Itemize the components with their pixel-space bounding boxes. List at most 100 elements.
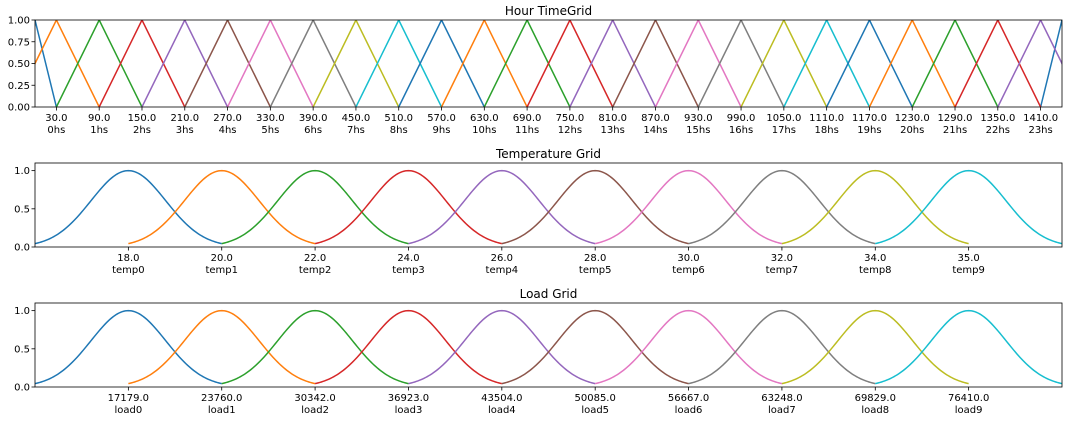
x-tick-label: 810.0 (598, 113, 627, 124)
curve (501, 309, 689, 385)
x-tick-label: 1410.0 (1023, 113, 1058, 124)
y-tick-label: 1.00 (8, 16, 30, 27)
line (997, 20, 1062, 107)
axes-frame (34, 162, 1063, 248)
x-tick-label: 390.0 (299, 113, 328, 124)
line (269, 20, 357, 107)
x-tick-sublabel: temp0 (112, 265, 145, 276)
x-tick-label: 34.0 (864, 253, 886, 264)
line (783, 20, 871, 107)
x-tick-label: 90.0 (88, 113, 110, 124)
x-tick-label: 270.0 (213, 113, 242, 124)
x-tick-sublabel: 21hs (943, 125, 967, 136)
y-tick-label: 1.0 (14, 166, 30, 177)
axes-frame (34, 302, 1063, 388)
x-tick-sublabel: 2hs (133, 125, 151, 136)
y-tick-label: 1.0 (14, 306, 30, 317)
x-tick-label: 1110.0 (809, 113, 844, 124)
x-tick-label: 1050.0 (766, 113, 801, 124)
x-tick-sublabel: 5hs (261, 125, 279, 136)
y-tick-label: 0.5 (14, 344, 30, 355)
chart-title: Temperature Grid (495, 147, 601, 161)
line (355, 20, 443, 107)
x-tick-sublabel: 8hs (390, 125, 408, 136)
curve (128, 309, 316, 385)
x-tick-label: 69829.0 (855, 393, 896, 404)
x-tick-label: 570.0 (427, 113, 456, 124)
x-tick-sublabel: 18hs (815, 125, 839, 136)
x-tick-sublabel: 16hs (729, 125, 753, 136)
x-tick-label: 1230.0 (895, 113, 930, 124)
axes-frame (34, 19, 1063, 108)
line (55, 20, 143, 107)
curve (688, 169, 876, 245)
x-tick-sublabel: 6hs (304, 125, 322, 136)
line (654, 20, 742, 107)
x-tick-label: 690.0 (513, 113, 542, 124)
line (35, 20, 100, 107)
x-tick-sublabel: temp9 (952, 265, 985, 276)
x-tick-label: 17179.0 (108, 393, 149, 404)
x-tick-sublabel: temp8 (859, 265, 892, 276)
x-tick-sublabel: temp1 (205, 265, 238, 276)
chart-title: Load Grid (520, 287, 578, 301)
curve (314, 309, 502, 385)
x-tick-sublabel: 3hs (176, 125, 194, 136)
x-tick-sublabel: load3 (395, 405, 423, 416)
curve (221, 309, 409, 385)
line (569, 20, 657, 107)
x-tick-label: 28.0 (584, 253, 606, 264)
x-tick-sublabel: 19hs (857, 125, 881, 136)
curve (595, 169, 783, 245)
x-tick-label: 210.0 (170, 113, 199, 124)
x-tick-sublabel: load7 (768, 405, 796, 416)
line (697, 20, 785, 107)
line (911, 20, 999, 107)
x-tick-label: 18.0 (117, 253, 139, 264)
x-tick-sublabel: load4 (488, 405, 516, 416)
x-tick-label: 35.0 (958, 253, 980, 264)
line (868, 20, 956, 107)
x-tick-label: 30342.0 (294, 393, 335, 404)
x-tick-sublabel: temp3 (392, 265, 425, 276)
line (740, 20, 828, 107)
x-tick-label: 1290.0 (938, 113, 973, 124)
x-tick-sublabel: 14hs (643, 125, 667, 136)
x-tick-sublabel: temp7 (766, 265, 799, 276)
plot-area (35, 20, 1062, 107)
curve (408, 169, 596, 245)
x-tick-sublabel: temp4 (486, 265, 519, 276)
y-tick-label: 0.25 (8, 81, 30, 92)
x-tick-label: 26.0 (491, 253, 513, 264)
x-tick-sublabel: 11hs (515, 125, 539, 136)
line (98, 20, 186, 107)
curve (875, 309, 1062, 385)
x-tick-label: 630.0 (470, 113, 499, 124)
x-tick-label: 32.0 (771, 253, 793, 264)
curve (781, 169, 969, 245)
subplot: Load Grid0.00.51.017179.0load023760.0loa… (14, 287, 1063, 416)
x-tick-sublabel: load6 (675, 405, 703, 416)
x-tick-label: 20.0 (211, 253, 233, 264)
x-tick-label: 56667.0 (668, 393, 709, 404)
line (312, 20, 400, 107)
y-tick-label: 0.0 (14, 243, 30, 254)
curve (314, 169, 502, 245)
x-tick-sublabel: 23hs (1028, 125, 1052, 136)
x-tick-sublabel: 1hs (90, 125, 108, 136)
x-tick-label: 22.0 (304, 253, 326, 264)
curve (221, 169, 409, 245)
x-tick-label: 1170.0 (852, 113, 887, 124)
line (483, 20, 571, 107)
x-tick-label: 870.0 (641, 113, 670, 124)
line (35, 20, 1062, 107)
x-tick-sublabel: 4hs (219, 125, 237, 136)
x-tick-label: 63248.0 (761, 393, 802, 404)
x-tick-sublabel: load0 (114, 405, 142, 416)
x-tick-label: 450.0 (342, 113, 371, 124)
curve (501, 169, 689, 245)
plot-area (35, 169, 1062, 245)
y-tick-label: 0.75 (8, 37, 30, 48)
x-tick-label: 30.0 (45, 113, 67, 124)
x-tick-label: 76410.0 (948, 393, 989, 404)
